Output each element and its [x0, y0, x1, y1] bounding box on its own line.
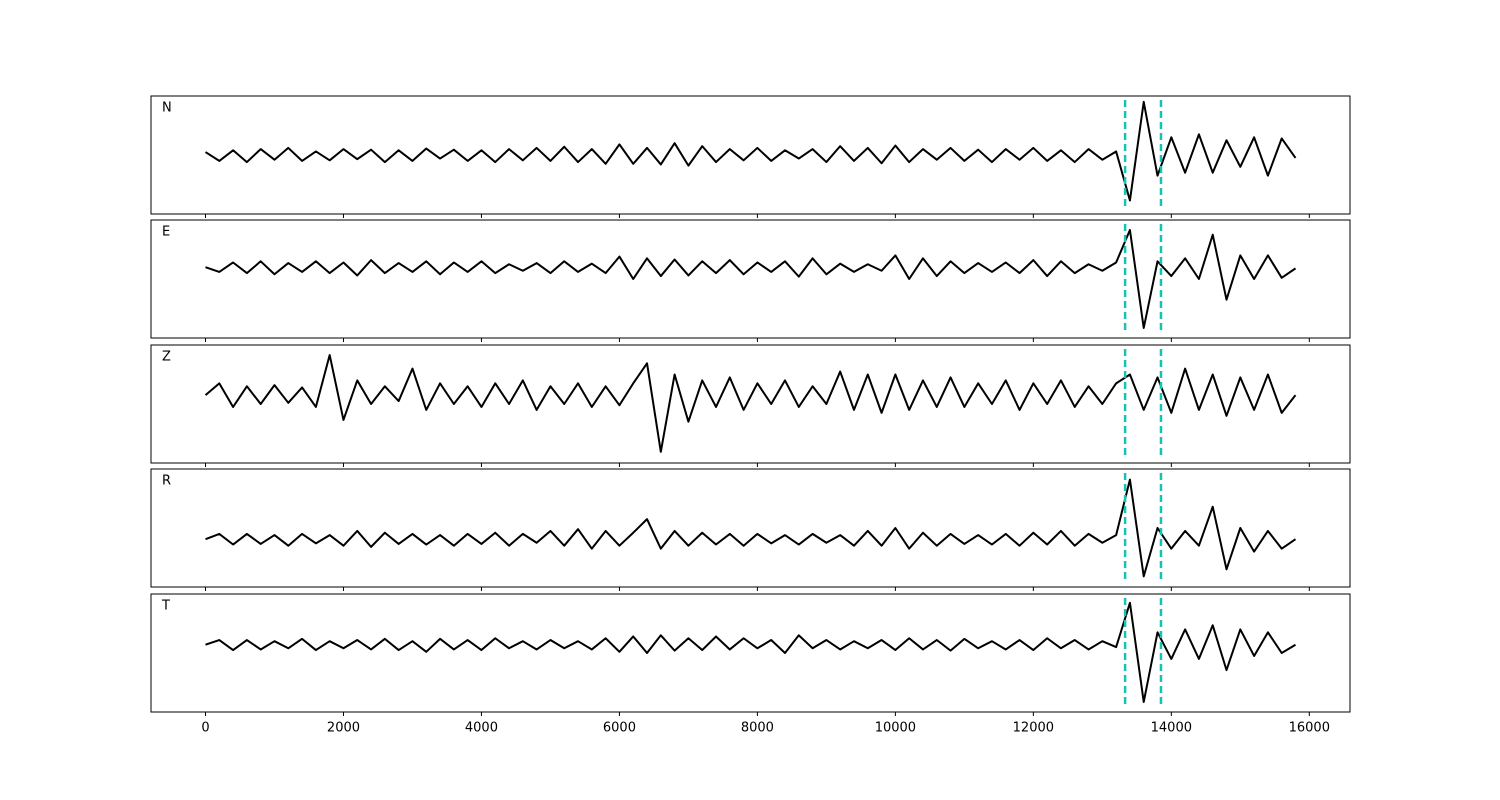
x-tick-label: 0 [201, 721, 209, 736]
trace-line [204, 354, 1297, 453]
x-tick-label: 4000 [465, 721, 498, 736]
panel-label: Z [162, 350, 171, 365]
x-tick-label: 2000 [327, 721, 360, 736]
x-tick-label: 16000 [1289, 721, 1330, 736]
panel-frame [150, 95, 1351, 215]
panel-label: T [161, 599, 170, 614]
x-tick-label: 10000 [875, 721, 916, 736]
trace-line [205, 478, 1297, 578]
panel-label: R [162, 474, 171, 489]
panel-label: N [162, 101, 172, 116]
trace-line [205, 229, 1297, 329]
trace-line [205, 601, 1297, 703]
panel-frame [150, 344, 1351, 464]
panel-frame [150, 468, 1351, 588]
panel-frame [150, 593, 1351, 713]
x-tick-label: 12000 [1013, 721, 1054, 736]
x-tick-label: 8000 [741, 721, 774, 736]
trace-line [204, 100, 1297, 202]
panel-label: E [162, 225, 170, 240]
panel-frame [150, 219, 1351, 339]
x-tick-label: 6000 [603, 721, 636, 736]
x-tick-label: 14000 [1151, 721, 1192, 736]
